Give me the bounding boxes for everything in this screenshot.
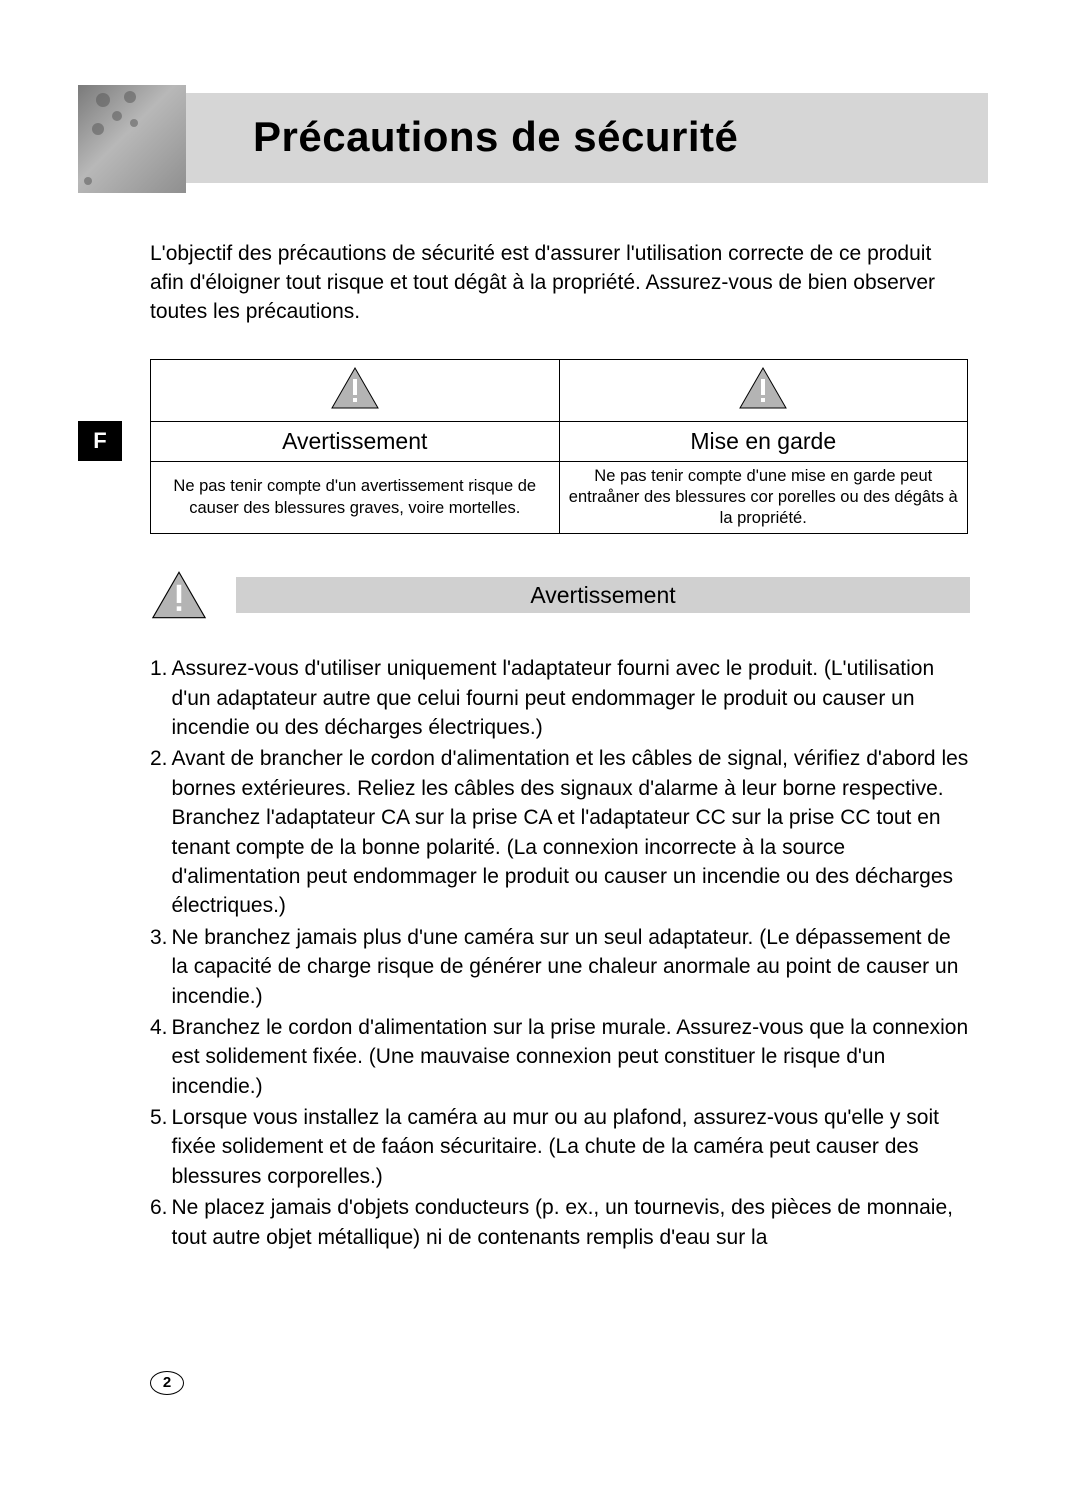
language-tab: F: [78, 421, 122, 461]
list-item: 4. Branchez le cordon d'alimentation sur…: [150, 1013, 972, 1101]
list-text: Lorsque vous installez la caméra au mur …: [172, 1103, 972, 1191]
section-title: Avertissement: [530, 582, 675, 609]
list-number: 2.: [150, 744, 172, 920]
header-banner: Précautions de sécurité: [78, 85, 988, 190]
intro-text: L'objectif des précautions de sécurité e…: [150, 240, 968, 327]
list-text: Ne branchez jamais plus d'une caméra sur…: [172, 923, 972, 1011]
list-item: 3. Ne branchez jamais plus d'une caméra …: [150, 923, 972, 1011]
list-item: 1. Assurez-vous d'utiliser uniquement l'…: [150, 654, 972, 742]
list-number: 4.: [150, 1013, 172, 1101]
warning-icon-cell-left: [151, 359, 560, 421]
section-header: Avertissement: [150, 570, 970, 620]
caution-triangle-icon: [738, 366, 788, 410]
warning-desc-right: Ne pas tenir compte d'une mise en garde …: [559, 461, 968, 533]
section-warning-icon: [150, 570, 208, 620]
list-text: Branchez le cordon d'alimentation sur la…: [172, 1013, 972, 1101]
list-item: 6. Ne placez jamais d'objets conducteurs…: [150, 1193, 972, 1252]
warning-title-right: Mise en garde: [559, 421, 968, 461]
banner-decorative-image: [78, 85, 186, 193]
warning-table: Avertissement Mise en garde Ne pas tenir…: [150, 359, 968, 534]
list-number: 5.: [150, 1103, 172, 1191]
warning-triangle-icon: [330, 366, 380, 410]
warning-list: 1. Assurez-vous d'utiliser uniquement l'…: [150, 654, 972, 1252]
list-item: 2. Avant de brancher le cordon d'aliment…: [150, 744, 972, 920]
list-text: Avant de brancher le cordon d'alimentati…: [172, 744, 972, 920]
section-title-bar: Avertissement: [236, 577, 970, 613]
warning-icon-cell-right: [559, 359, 968, 421]
list-number: 1.: [150, 654, 172, 742]
document-page: Précautions de sécurité F L'objectif des…: [0, 0, 1080, 1485]
list-text: Ne placez jamais d'objets conducteurs (p…: [172, 1193, 972, 1252]
list-item: 5. Lorsque vous installez la caméra au m…: [150, 1103, 972, 1191]
warning-title-left: Avertissement: [151, 421, 560, 461]
warning-desc-left: Ne pas tenir compte d'un avertissement r…: [151, 461, 560, 533]
list-number: 3.: [150, 923, 172, 1011]
page-number: 2: [150, 1371, 184, 1395]
page-title: Précautions de sécurité: [253, 113, 738, 161]
list-number: 6.: [150, 1193, 172, 1252]
list-text: Assurez-vous d'utiliser uniquement l'ada…: [172, 654, 972, 742]
